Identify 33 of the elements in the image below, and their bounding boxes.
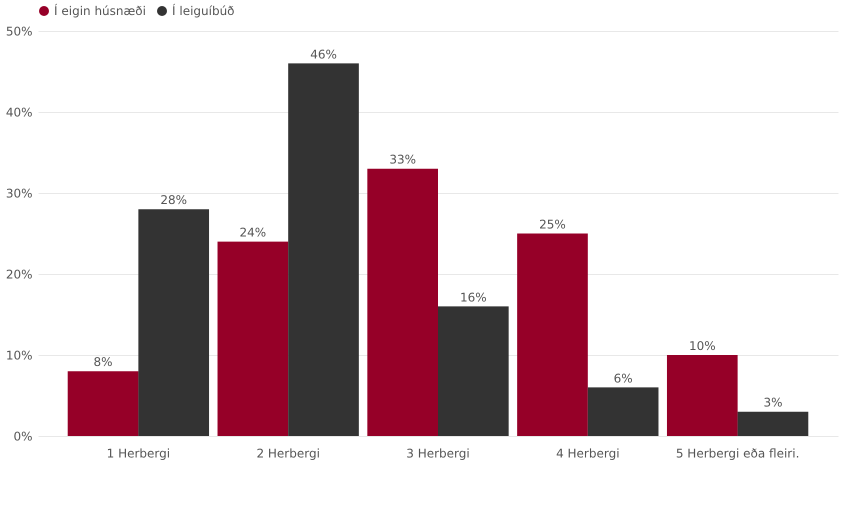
y-tick-label: 0% — [13, 430, 32, 444]
y-tick-label: 10% — [6, 348, 32, 362]
bar — [738, 412, 808, 436]
x-tick-label: 1 Herbergi — [106, 446, 170, 460]
data-label: 6% — [614, 371, 633, 386]
bar — [438, 306, 509, 436]
x-tick-label: 3 Herbergi — [406, 446, 470, 460]
y-tick-label: 20% — [6, 268, 32, 282]
bar — [138, 209, 210, 436]
y-tick-label: 50% — [6, 24, 32, 38]
data-label: 25% — [539, 218, 566, 232]
data-label: 46% — [310, 47, 337, 62]
bar — [68, 371, 138, 436]
bar — [218, 242, 288, 436]
data-label: 33% — [389, 152, 416, 167]
bar — [588, 387, 658, 436]
data-label: 16% — [460, 290, 487, 304]
legend-label: Í leiguíbúð — [172, 3, 235, 18]
legend-label: Í eigin húsnæði — [54, 3, 146, 18]
x-tick-label: 5 Herbergi eða fleiri. — [676, 446, 800, 460]
bar — [517, 234, 588, 436]
bar — [367, 168, 438, 436]
y-tick-label: 40% — [6, 106, 32, 120]
data-label: 8% — [94, 355, 113, 370]
x-tick-label: 2 Herbergi — [256, 446, 320, 460]
x-tick-label: 4 Herbergi — [556, 446, 620, 460]
bar — [288, 63, 359, 436]
y-tick-label: 30% — [6, 186, 32, 200]
data-label: 10% — [688, 339, 716, 353]
bar — [666, 355, 738, 436]
data-label: 24% — [240, 226, 266, 240]
data-label: 3% — [763, 396, 782, 410]
data-label: 28% — [160, 193, 188, 208]
